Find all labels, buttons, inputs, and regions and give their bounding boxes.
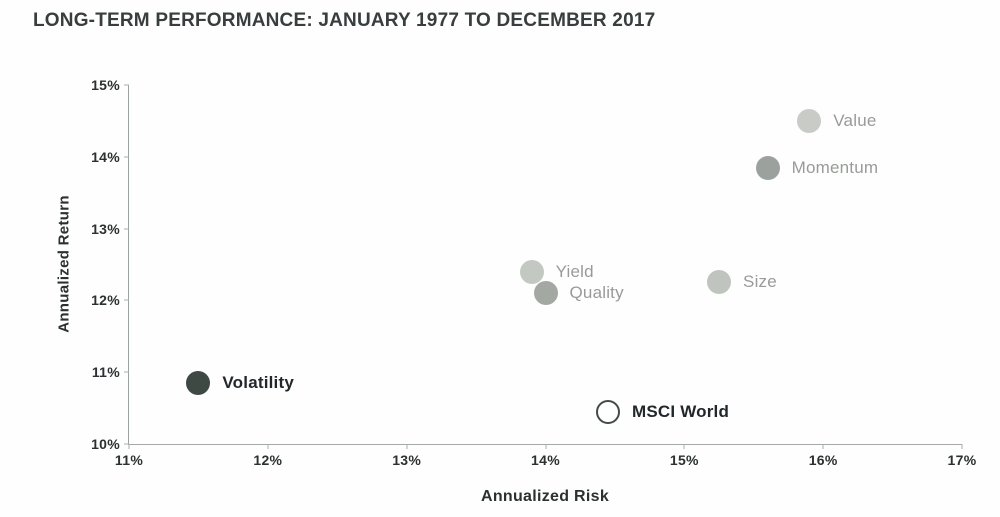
point-marker: [186, 370, 211, 395]
x-tick-label: 13%: [392, 452, 422, 468]
point-marker: [797, 108, 822, 133]
y-tick-mark: [124, 156, 129, 158]
point-label: Yield: [555, 261, 594, 281]
x-tick-mark: [128, 444, 130, 449]
data-point-quality: Quality: [533, 281, 624, 306]
point-marker: [707, 270, 732, 295]
point-label: Volatility: [222, 372, 294, 392]
point-marker: [533, 281, 558, 306]
x-tick-mark: [683, 444, 685, 449]
data-point-volatility: Volatility: [186, 370, 294, 395]
y-tick-label: 11%: [91, 364, 120, 381]
y-tick-label: 15%: [91, 77, 120, 93]
x-tick-mark: [267, 444, 269, 449]
x-tick-label: 11%: [114, 452, 144, 468]
y-axis-title: Annualized Return: [55, 195, 73, 333]
chart-title: LONG-TERM PERFORMANCE: JANUARY 1977 TO D…: [33, 10, 656, 31]
data-point-value: Value: [797, 108, 876, 133]
y-tick-mark: [124, 371, 129, 373]
point-label: Value: [833, 110, 877, 130]
point-label: MSCI World: [631, 401, 730, 421]
x-tick-mark: [961, 444, 963, 449]
y-tick-mark: [124, 443, 129, 445]
x-tick-label: 15%: [669, 452, 699, 468]
point-label: Quality: [569, 283, 624, 303]
point-label: Size: [743, 272, 777, 292]
data-point-msci-world: MSCI World: [595, 399, 729, 424]
point-marker: [519, 259, 544, 284]
x-tick-mark: [545, 444, 546, 449]
data-point-yield: Yield: [519, 259, 594, 284]
x-tick-label: 16%: [808, 452, 838, 468]
data-point-momentum: Momentum: [755, 155, 878, 180]
y-tick-label: 14%: [91, 148, 120, 165]
x-tick-label: 14%: [531, 452, 560, 468]
data-point-size: Size: [707, 270, 777, 295]
y-tick-label: 10%: [91, 436, 120, 452]
point-marker: [755, 155, 780, 180]
x-axis-title: Annualized Risk: [480, 488, 610, 505]
point-marker: [595, 399, 620, 424]
x-tick-label: 17%: [947, 452, 977, 468]
x-tick-label: 12%: [253, 452, 283, 468]
y-tick-mark: [124, 299, 129, 301]
x-tick-mark: [406, 444, 408, 449]
y-tick-label: 13%: [91, 220, 120, 237]
x-tick-mark: [822, 444, 824, 449]
point-label: Momentum: [791, 157, 879, 177]
y-tick-mark: [124, 228, 129, 230]
y-tick-mark: [124, 84, 129, 86]
plot-area: 11% 12% 13% 14% 15% 16% 17% 10% 11% 12% 13% 14% 15% V…: [91, 77, 976, 468]
y-tick-label: 12%: [91, 292, 120, 309]
